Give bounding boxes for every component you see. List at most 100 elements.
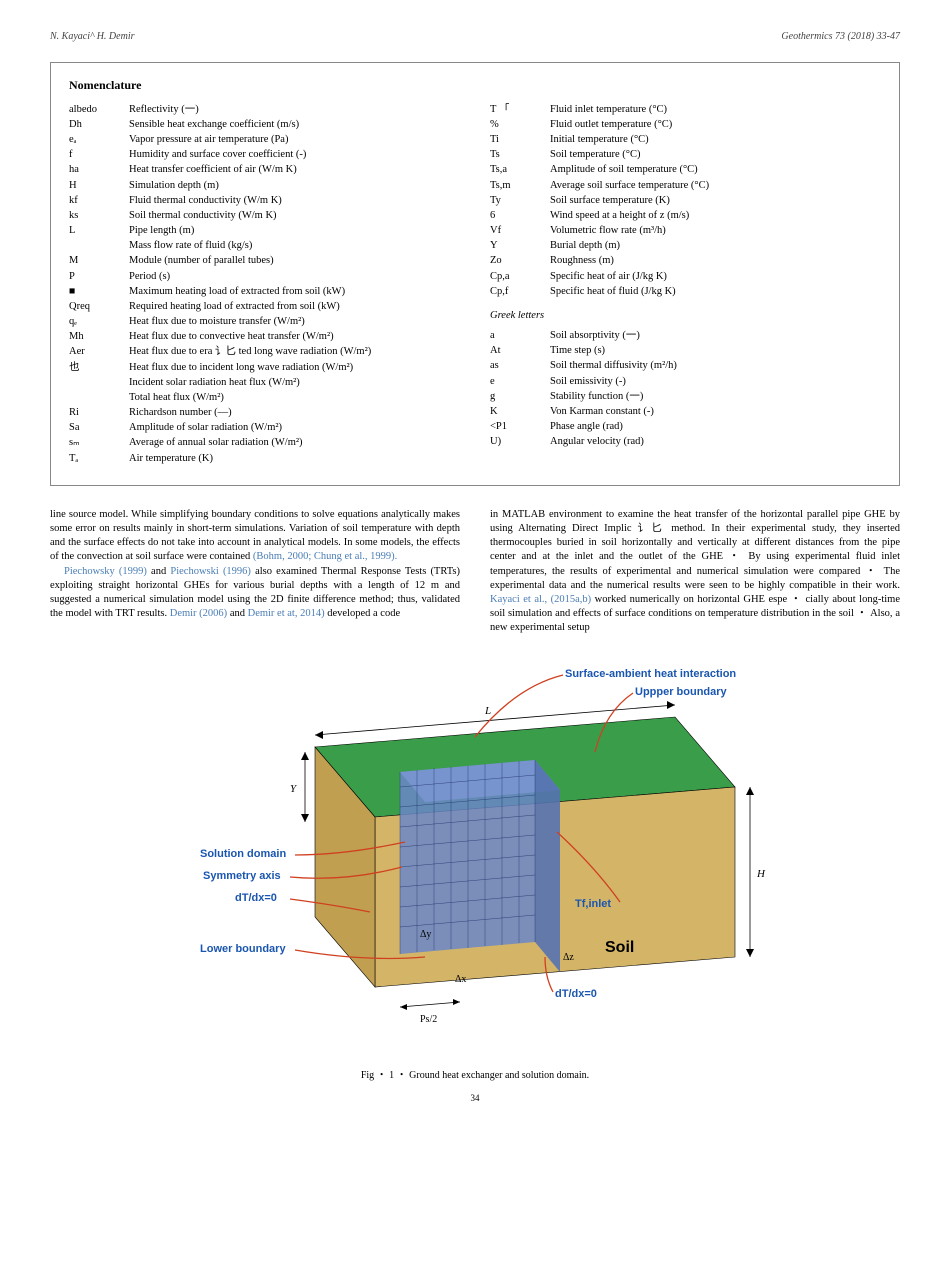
nomenclature-row: 也Heat flux due to incident long wave rad… [69, 361, 460, 375]
nomenclature-row: YBurial depth (m) [490, 239, 881, 253]
nom-definition: Fluid inlet temperature (°C) [550, 103, 881, 117]
body-text: line source model. While simplifying bou… [50, 508, 900, 636]
label-solution: Solution domain [200, 848, 286, 860]
nom-definition: Roughness (m) [550, 254, 881, 268]
nom-symbol: Qreq [69, 300, 129, 314]
nom-symbol: ks [69, 209, 129, 223]
nom-definition: Specific heat of fluid (J/kg K) [550, 285, 881, 299]
nom-definition: Heat flux due to era 讠匕 ted long wave ra… [129, 345, 460, 359]
nom-symbol: Tₐ [69, 452, 129, 466]
nomenclature-row: qₑHeat flux due to moisture transfer (W/… [69, 315, 460, 329]
nomenclature-row: fHumidity and surface cover coefficient … [69, 148, 460, 162]
label-lower: Lower boundary [200, 943, 286, 955]
nom-definition: Maximum heating load of extracted from s… [129, 285, 460, 299]
nomenclature-row: HSimulation depth (m) [69, 179, 460, 193]
figure-svg: L Y H Surface-ambient heat interaction U… [165, 657, 785, 1057]
nom-definition: Pipe length (m) [129, 224, 460, 238]
svg-text:L: L [484, 705, 491, 717]
label-dtdx: dT/dx=0 [235, 892, 277, 904]
nom-definition: Module (number of parallel tubes) [129, 254, 460, 268]
nom-symbol [69, 391, 129, 405]
nomenclature-row: aSoil absorptivity (一) [490, 329, 881, 343]
nom-definition: Richardson number (—) [129, 406, 460, 420]
svg-text:H: H [756, 868, 766, 880]
nom-symbol: H [69, 179, 129, 193]
nomenclature-row: SaAmplitude of solar radiation (W/m²) [69, 421, 460, 435]
nom-symbol: as [490, 359, 550, 373]
nom-symbol: Dh [69, 118, 129, 132]
body-paragraph: in MATLAB environment to examine the hea… [490, 508, 900, 636]
nomenclature-row: Total heat flux (W/m²) [69, 391, 460, 405]
nom-symbol: At [490, 344, 550, 358]
nom-definition: Von Karman constant (-) [550, 405, 881, 419]
nom-definition: Total heat flux (W/m²) [129, 391, 460, 405]
label-symmetry: Symmetry axis [203, 870, 281, 882]
nomenclature-box: Nomenclature albedoReflectivity (一)DhSen… [50, 62, 900, 486]
nomenclature-row: ■Maximum heating load of extracted from … [69, 285, 460, 299]
nom-symbol: kf [69, 194, 129, 208]
nom-definition: Heat flux due to convective heat transfe… [129, 330, 460, 344]
body-col-right: in MATLAB environment to examine the hea… [490, 508, 900, 636]
nomenclature-col-left: albedoReflectivity (一)DhSensible heat ex… [69, 103, 460, 467]
nomenclature-row: Cp,aSpecific heat of air (J/kg K) [490, 270, 881, 284]
nomenclature-row: Incident solar radiation heat flux (W/m²… [69, 376, 460, 390]
nomenclature-row: AerHeat flux due to era 讠匕 ted long wave… [69, 345, 460, 359]
nom-definition: Angular velocity (rad) [550, 435, 881, 449]
nom-symbol: Cp,f [490, 285, 550, 299]
nom-symbol: ■ [69, 285, 129, 299]
nomenclature-row: albedoReflectivity (一) [69, 103, 460, 117]
nom-definition: Reflectivity (一) [129, 103, 460, 117]
nomenclature-row: DhSensible heat exchange coefficient (m/… [69, 118, 460, 132]
nomenclature-row: LPipe length (m) [69, 224, 460, 238]
nom-symbol: 也 [69, 361, 129, 375]
dim-H: H [746, 787, 766, 957]
nom-symbol: Ts,a [490, 163, 550, 177]
nomenclature-row: gStability function (一) [490, 390, 881, 404]
nom-definition: Heat transfer coefficient of air (W/m K) [129, 163, 460, 177]
nomenclature-row: KVon Karman constant (-) [490, 405, 881, 419]
nom-symbol: T 「 [490, 103, 550, 117]
solution-domain-mesh [400, 760, 560, 972]
nom-symbol: albedo [69, 103, 129, 117]
nom-symbol: ha [69, 163, 129, 177]
nomenclature-row: %Fluid outlet temperature (°C) [490, 118, 881, 132]
header-journal: Geothermics 73 (2018) 33-47 [781, 30, 900, 44]
nom-definition: Soil emissivity (-) [550, 375, 881, 389]
nom-definition: Mass flow rate of fluid (kg/s) [129, 239, 460, 253]
nom-definition: Amplitude of solar radiation (W/m²) [129, 421, 460, 435]
nomenclature-row: <P1Phase angle (rad) [490, 420, 881, 434]
nom-symbol [69, 376, 129, 390]
nomenclature-row: TsSoil temperature (°C) [490, 148, 881, 162]
nom-definition: Burial depth (m) [550, 239, 881, 253]
nomenclature-row: TySoil surface temperature (K) [490, 194, 881, 208]
nom-symbol: Vf [490, 224, 550, 238]
body-paragraph: line source model. While simplifying bou… [50, 508, 460, 565]
nom-symbol: K [490, 405, 550, 419]
nom-definition: Incident solar radiation heat flux (W/m²… [129, 376, 460, 390]
nom-symbol: f [69, 148, 129, 162]
nom-definition: Humidity and surface cover coefficient (… [129, 148, 460, 162]
nom-symbol: Mh [69, 330, 129, 344]
nom-definition: Stability function (一) [550, 390, 881, 404]
nomenclature-row: eₐVapor pressure at air temperature (Pa) [69, 133, 460, 147]
nom-definition: Soil temperature (°C) [550, 148, 881, 162]
nomenclature-row: PPeriod (s) [69, 270, 460, 284]
nom-symbol: eₐ [69, 133, 129, 147]
label-soil: Soil [605, 939, 634, 956]
nom-symbol: U) [490, 435, 550, 449]
dim-Y: Y [290, 752, 309, 822]
nom-symbol: 6 [490, 209, 550, 223]
figure-1: L Y H Surface-ambient heat interaction U… [50, 657, 900, 1082]
nomenclature-row: haHeat transfer coefficient of air (W/m … [69, 163, 460, 177]
nom-definition: Heat flux due to moisture transfer (W/m²… [129, 315, 460, 329]
nom-symbol: e [490, 375, 550, 389]
nomenclature-title: Nomenclature [69, 77, 881, 93]
body-col-left: line source model. While simplifying bou… [50, 508, 460, 636]
nomenclature-row: 6Wind speed at a height of z (m/s) [490, 209, 881, 223]
nom-definition: Initial temperature (°C) [550, 133, 881, 147]
body-paragraph: Piechowsky (1999) and Piechowski (1996) … [50, 565, 460, 622]
nom-definition: Soil thermal conductivity (W/m K) [129, 209, 460, 223]
nomenclature-row: VfVolumetric flow rate (m³/h) [490, 224, 881, 238]
label-ps2: Ps/2 [420, 1014, 437, 1025]
nom-definition: Period (s) [129, 270, 460, 284]
